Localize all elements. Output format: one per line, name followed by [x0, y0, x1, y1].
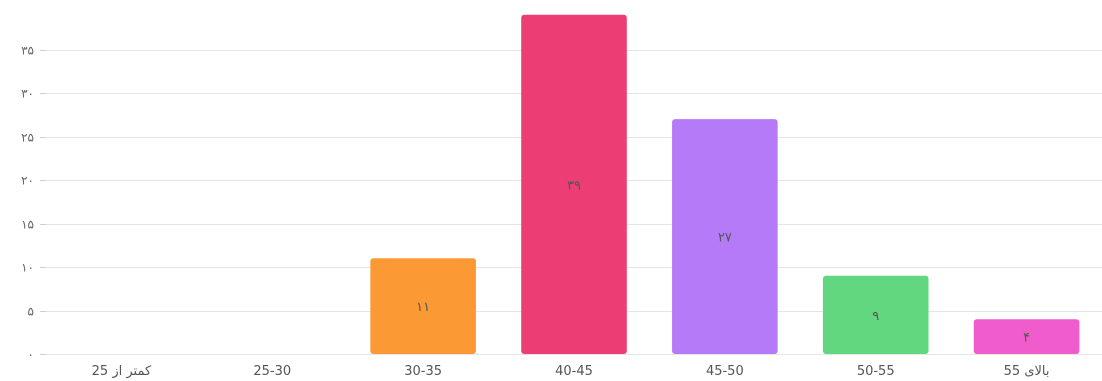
y-tick-label: ۲۰ — [21, 174, 34, 188]
bar-value-label: ۲۷ — [718, 231, 732, 246]
x-tick-label: 30-35 — [404, 364, 442, 379]
y-tick-label: ۳۵ — [21, 44, 34, 58]
y-tick-label: ۱۰ — [21, 261, 34, 275]
y-tick-label: ۱۵ — [21, 218, 34, 232]
y-tick-label: ۲۵ — [21, 131, 34, 145]
x-tick-label: 45-50 — [706, 364, 744, 379]
y-axis: ۰ ۵ ۱۰ ۱۵ ۲۰ ۲۵ ۳۰ ۳۵ — [21, 44, 46, 362]
y-tick-label: ۵ — [28, 305, 34, 319]
x-tick-label: 25-30 — [253, 364, 291, 379]
x-tick-label: 40-45 — [555, 364, 593, 379]
bars-layer: ۱۱ ۳۹ ۲۷ ۹ ۴ — [370, 14, 1080, 354]
bar-7[interactable] — [973, 319, 1080, 354]
bar-6[interactable] — [822, 275, 929, 354]
y-tick-label: ۳۰ — [21, 87, 34, 101]
bar-value-label: ۴ — [1023, 331, 1030, 346]
bar-4[interactable] — [521, 14, 627, 354]
bar-value-label: ۱۱ — [416, 300, 430, 315]
x-axis: کمتر از 25 25-30 30-35 40-45 45-50 50-55 بالای… — [92, 364, 1050, 379]
bar-value-label: ۹ — [872, 309, 879, 324]
x-tick-label: بالای 55 — [1004, 364, 1050, 379]
bar-3[interactable] — [370, 258, 476, 354]
x-tick-label: کمتر از 25 — [92, 364, 152, 379]
y-tick-label: ۰ — [28, 348, 34, 362]
bar-value-label: ۳۹ — [567, 178, 581, 193]
bar-5[interactable] — [672, 119, 778, 354]
x-tick-label: 50-55 — [857, 364, 895, 379]
